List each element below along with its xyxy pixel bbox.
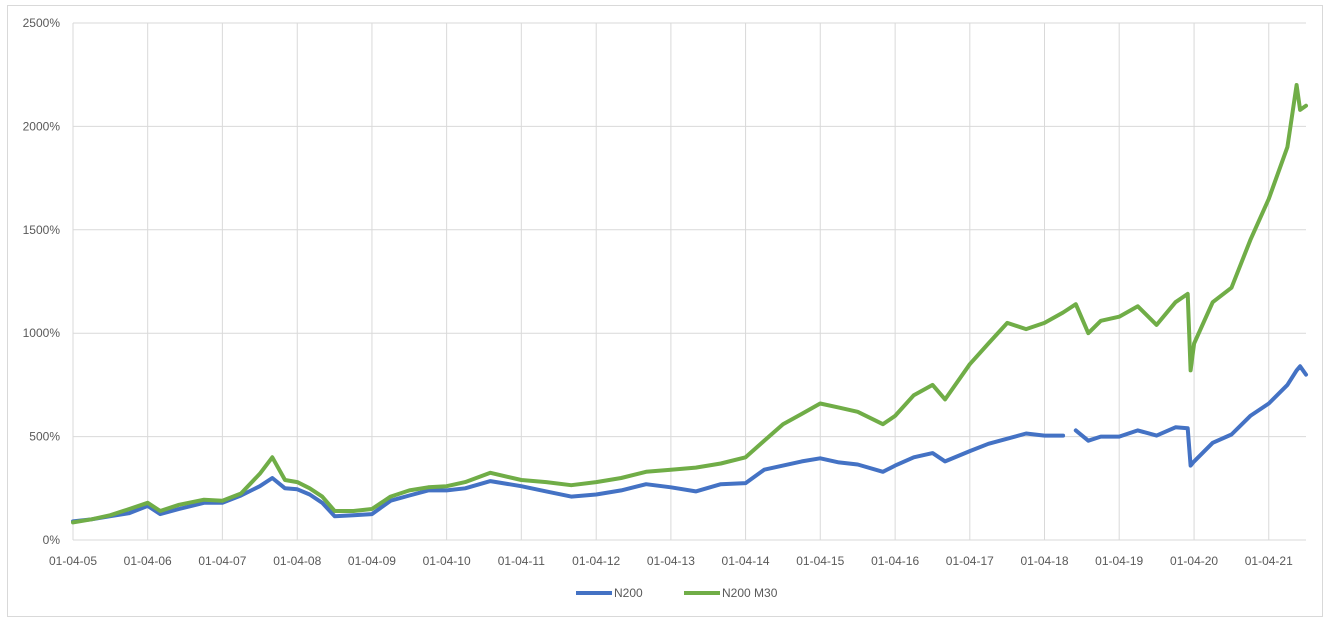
x-tick-label: 01-04-15: [796, 554, 844, 568]
legend-label: N200 M30: [722, 586, 778, 600]
y-tick-label: 1000%: [23, 326, 61, 340]
x-tick-label: 01-04-10: [423, 554, 471, 568]
x-tick-label: 01-04-11: [498, 554, 545, 568]
y-tick-label: 0%: [43, 533, 61, 547]
y-tick-label: 2500%: [23, 16, 61, 30]
y-tick-label: 2000%: [23, 119, 61, 133]
x-tick-label: 01-04-16: [871, 554, 919, 568]
series-lines: [71, 83, 1308, 525]
x-tick-label: 01-04-09: [348, 554, 396, 568]
x-tick-label: 01-04-08: [273, 554, 321, 568]
legend-label: N200: [614, 586, 643, 600]
y-tick-label: 1500%: [23, 223, 61, 237]
x-tick-label: 01-04-17: [946, 554, 994, 568]
y-axis-tick-labels: 0% 500% 1000% 1500% 2000% 2500%: [23, 16, 61, 547]
series-line-n200: [1073, 364, 1308, 468]
x-tick-label: 01-04-14: [722, 554, 770, 568]
x-tick-label: 01-04-18: [1020, 554, 1068, 568]
x-tick-label: 01-04-19: [1095, 554, 1143, 568]
x-tick-label: 01-04-12: [572, 554, 620, 568]
series-line-n200: [71, 431, 1066, 524]
x-tick-label: 01-04-21: [1245, 554, 1293, 568]
x-tick-label: 01-04-07: [198, 554, 246, 568]
chart-frame: [7, 5, 1323, 617]
y-tick-label: 500%: [29, 430, 60, 444]
x-tick-label: 01-04-13: [647, 554, 695, 568]
legend: N200 N200 M30: [576, 586, 778, 600]
x-tick-label: 01-04-05: [49, 554, 97, 568]
series-line-n200-m30: [71, 83, 1308, 525]
x-axis-tick-labels: 01-04-05 01-04-06 01-04-07 01-04-08 01-04-09…: [49, 554, 1293, 568]
gridlines: [72, 22, 1306, 541]
x-tick-label: 01-04-06: [124, 554, 172, 568]
x-tick-label: 01-04-20: [1170, 554, 1218, 568]
